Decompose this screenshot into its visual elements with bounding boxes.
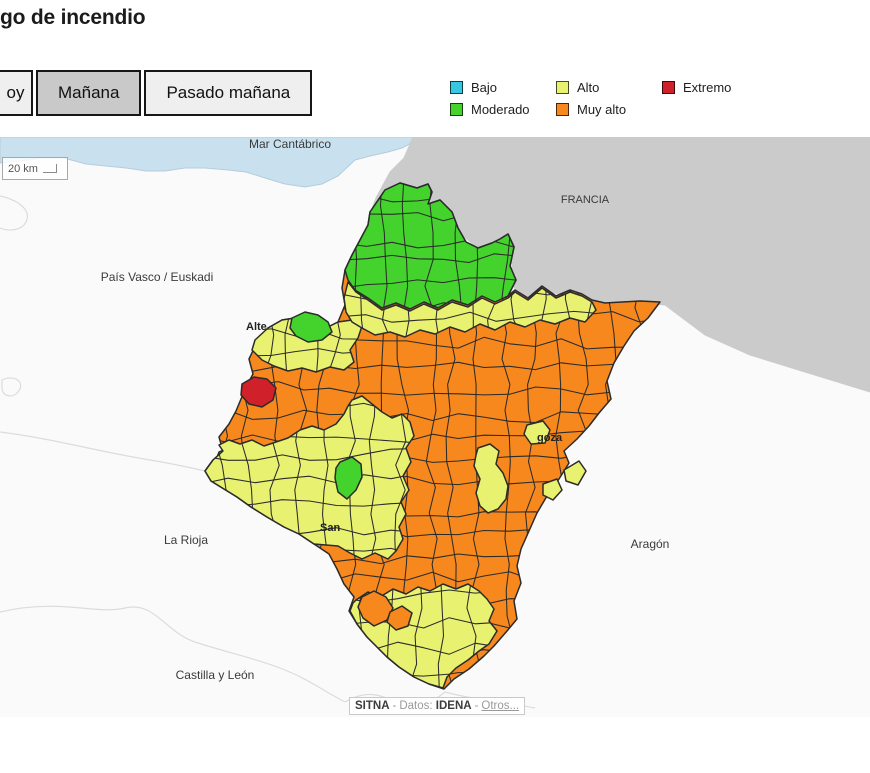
map-attribution: SITNA - Datos: IDENA - Otros... (349, 697, 526, 715)
attribution-datos-value: IDENA (435, 700, 472, 712)
attribution-sep2: - (474, 700, 479, 712)
zone-celda-alto-goza (523, 420, 551, 445)
risk-legend: Bajo Moderado Alto Muy alto Extremo (450, 76, 750, 120)
map-label-la-rioja: La Rioja (164, 533, 208, 547)
zone-celda-moderado-nw (289, 311, 333, 343)
provincial-border-0 (0, 605, 346, 703)
navarra-fire-risk-map: Mar Cantábrico FRANCIA País Vasco / Euskad… (0, 137, 870, 709)
legend-label-moderado: Moderado (471, 101, 530, 117)
zone-celda-moderado-centro (334, 456, 363, 500)
legend-label-bajo: Bajo (471, 79, 498, 95)
map-label-aragon: Aragón (631, 537, 670, 551)
provincial-border-3 (0, 431, 206, 472)
tab-pasado-manana[interactable]: Pasado mañana (144, 70, 313, 116)
page-header: go de incendio oy Mañana Pasado mañana B… (0, 0, 870, 137)
legend-chip-muy-alto (556, 102, 569, 116)
map-label-san: San (320, 522, 340, 534)
provincial-border-5 (1, 377, 22, 397)
map-label-alte: Alte (246, 321, 267, 333)
legend-item-moderado: Moderado (450, 98, 538, 120)
map-label-pais-vasco: País Vasco / Euskadi (101, 270, 214, 284)
map-label-castilla-y-leon: Castilla y León (176, 668, 255, 682)
zone-celda-extremo (240, 376, 277, 408)
attribution-sep1: - (392, 700, 397, 712)
legend-item-alto: Alto (556, 76, 644, 98)
map-label-francia: FRANCIA (561, 194, 610, 206)
legend-item-extremo: Extremo (662, 76, 750, 98)
zone-franja-alto-este (473, 443, 509, 514)
legend-label-alto: Alto (577, 79, 600, 95)
map-label-goza: goza (537, 432, 563, 444)
attribution-otros-link[interactable]: Otros... (481, 700, 520, 712)
tab-hoy[interactable]: oy (0, 70, 33, 116)
legend-label-muy-alto: Muy alto (577, 101, 627, 117)
zone-celda-muy-alto-sur-2 (386, 605, 413, 631)
legend-label-extremo: Extremo (683, 79, 732, 95)
tab-manana[interactable]: Mañana (36, 70, 142, 116)
day-tabs: oy Mañana Pasado mañana (0, 70, 315, 116)
legend-item-muy-alto: Muy alto (556, 98, 644, 120)
scale-bar-label: 20 km (8, 162, 38, 175)
zone-valles-norte-alto (343, 281, 597, 338)
provincial-border-4 (0, 195, 28, 231)
map-scale-bar: 20 km (2, 157, 68, 180)
attribution-source: SITNA (355, 700, 390, 712)
legend-chip-bajo (450, 80, 463, 94)
map-canvas[interactable]: Mar Cantábrico FRANCIA País Vasco / Euskad… (0, 137, 870, 717)
legend-item-bajo: Bajo (450, 76, 538, 98)
legend-chip-moderado (450, 102, 463, 116)
zone-enclave-alto-1 (542, 478, 563, 501)
legend-chip-alto (556, 80, 569, 94)
scale-ruler-icon (42, 164, 57, 173)
attribution-datos-label: Datos: (399, 700, 433, 712)
zone-enclave-alto-2 (563, 460, 587, 486)
map-label-mar-cantabrico: Mar Cantábrico (249, 137, 331, 151)
legend-chip-extremo (662, 80, 675, 94)
page-title: go de incendio (0, 6, 146, 29)
